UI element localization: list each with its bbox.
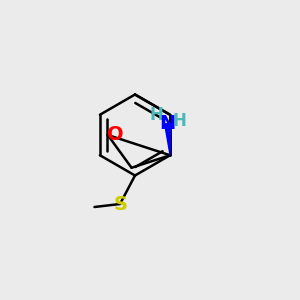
Text: N: N [160, 114, 176, 133]
Text: H: H [149, 106, 163, 124]
Text: S: S [113, 194, 127, 214]
Text: O: O [107, 125, 124, 144]
Polygon shape [165, 124, 171, 155]
Text: H: H [173, 112, 187, 130]
